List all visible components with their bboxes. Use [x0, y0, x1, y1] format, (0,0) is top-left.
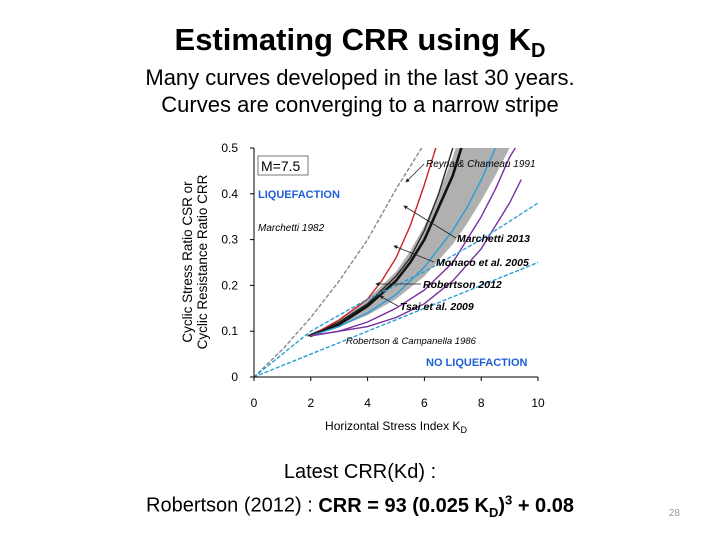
- liquefaction-label: LIQUEFACTION: [258, 189, 340, 201]
- x-tick-label: 4: [364, 396, 371, 410]
- footer-line-1: Latest CRR(Kd) :: [283, 461, 437, 483]
- y-tick-label: 0.3: [221, 233, 238, 247]
- robertson-campanella-label: Robertson & Campanella 1986: [346, 336, 477, 347]
- crr-formula: CRR = 93 (0.025 KD)3 + 0.08: [318, 492, 574, 520]
- monaco-label: Monaco et al. 2005: [436, 257, 529, 269]
- x-tick-label: 6: [421, 396, 428, 410]
- marchetti-2013-leader: [403, 205, 457, 239]
- robertson-2012-label: Robertson 2012: [423, 279, 502, 291]
- marchetti-2013-label: Marchetti 2013: [457, 233, 530, 245]
- y-tick-label: 0.1: [221, 324, 238, 338]
- x-tick-label: 10: [531, 396, 545, 410]
- y-axis-label-line-2: Cyclic Resistance Ratio CRR: [195, 174, 210, 349]
- tsai-label: Tsai et al. 2009: [400, 301, 474, 313]
- magnitude-label: M=7.5: [261, 158, 301, 174]
- footer-prefix: Robertson (2012) :: [146, 494, 319, 517]
- slide-subtitle: Many curves developed in the last 30 yea…: [0, 64, 720, 118]
- series-line-2: [307, 148, 454, 337]
- magnitude-box: [257, 155, 309, 176]
- y-tick-label: 0.4: [221, 187, 238, 201]
- reyna-chameau-label: Reyna & Chameau 1991: [426, 159, 536, 170]
- y-tick-label: 0.2: [221, 278, 238, 292]
- x-axis-label: Horizontal Stress Index KD: [325, 419, 467, 435]
- series-line-6: [310, 179, 522, 337]
- y-tick-label: 0.5: [221, 141, 238, 155]
- title-text: Estimating CRR using K: [174, 22, 532, 57]
- y-tick-label: 0: [231, 370, 238, 384]
- series-line-8: [254, 202, 538, 377]
- page-number: 28: [668, 508, 680, 519]
- y-axis-label-line-1: Cyclic Stress Ratio CSR or: [180, 181, 195, 343]
- x-tick-label: 2: [307, 396, 314, 410]
- crr-band: [310, 148, 510, 336]
- series-line-5: [310, 148, 497, 337]
- series-line-7: [310, 148, 516, 337]
- series-line-9: [254, 261, 538, 377]
- marchetti-1982-label: Marchetti 1982: [258, 223, 325, 234]
- tsai-leader: [379, 295, 399, 307]
- x-tick-label: 8: [478, 396, 485, 410]
- footer-line-2: Robertson (2012) : CRR = 93 (0.025 KD)3 …: [0, 486, 720, 527]
- series-line-4: [309, 148, 463, 338]
- series-line-3: [310, 148, 437, 337]
- title-subscript: D: [531, 40, 546, 63]
- x-tick-label: 0: [251, 396, 258, 410]
- subtitle-line-2: Curves are converging to a narrow stripe: [161, 92, 559, 117]
- no-liquefaction-label: NO LIQUEFACTION: [426, 357, 528, 369]
- crr-chart: 0 2 4 6 8 10 0 0.1 0.2 0.3 0.4 0.5 Cyclic Stress Ra…: [180, 141, 545, 435]
- series-line-1: [254, 148, 423, 377]
- slide-footer: Latest CRR(Kd) : Robertson (2012) : CRR …: [0, 458, 720, 527]
- monaco-leader: [393, 245, 435, 263]
- slide-title: Estimating CRR using KD: [0, 22, 720, 63]
- reyna-leader: [405, 163, 425, 183]
- subtitle-line-1: Many curves developed in the last 30 yea…: [145, 65, 575, 90]
